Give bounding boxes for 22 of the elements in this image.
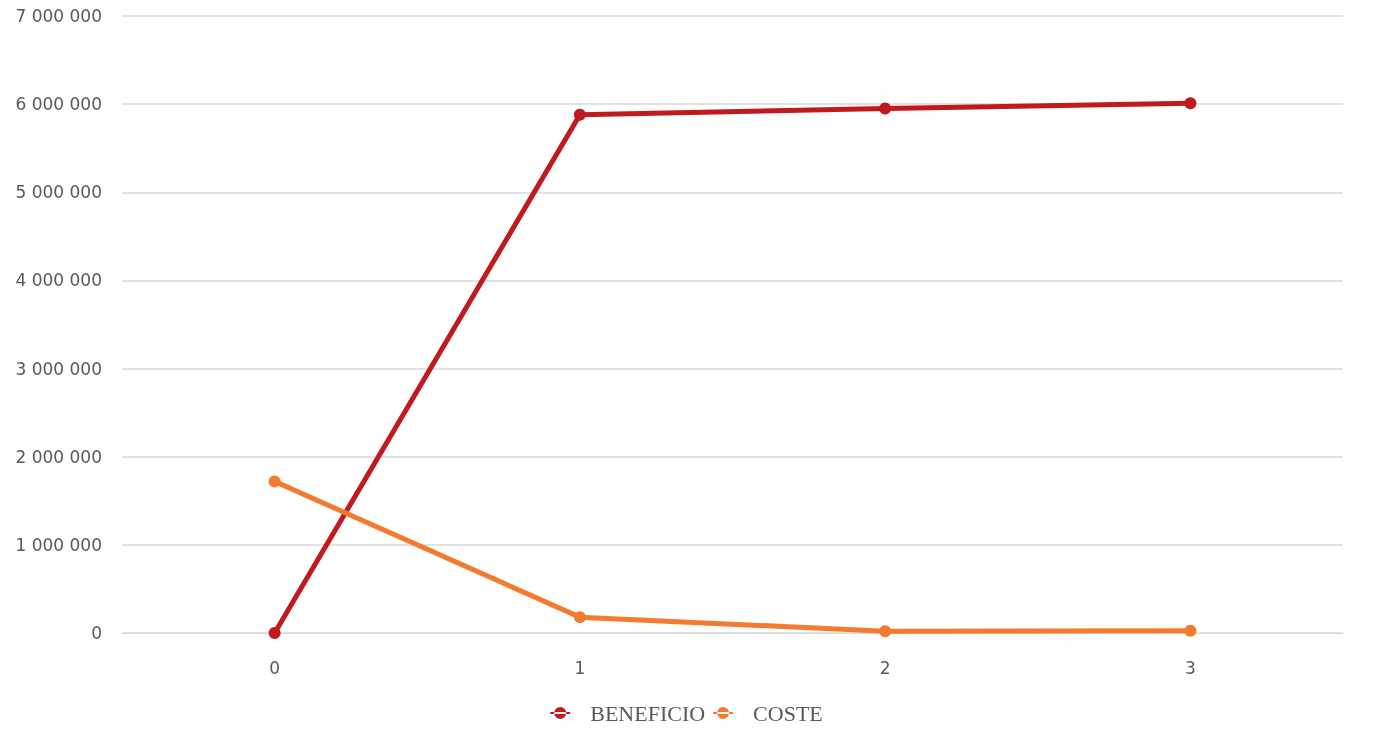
y-tick-label: 4 000 000 — [15, 270, 102, 291]
point — [573, 611, 586, 624]
y-tick-label: 5 000 000 — [15, 182, 102, 203]
y-tick-label: 7 000 000 — [15, 6, 102, 26]
point — [268, 627, 281, 639]
legend-label: COSTE — [753, 700, 823, 726]
y-tick-label: 3 000 000 — [15, 358, 102, 379]
point — [1184, 624, 1197, 637]
x-tick-label: 0 — [269, 657, 281, 678]
y-tick-label: 2 000 000 — [15, 446, 102, 467]
y-tick-label: 1 000 000 — [15, 534, 102, 555]
x-tick-label: 3 — [1184, 657, 1196, 678]
x-tick-label: 1 — [574, 657, 586, 678]
point — [879, 625, 892, 638]
point — [268, 475, 281, 488]
y-tick-label: 0 — [91, 623, 102, 643]
point — [573, 108, 586, 121]
legend-label: BENEFICIO — [590, 700, 706, 726]
y-tick-label: 6 000 000 — [15, 94, 102, 115]
point — [879, 102, 892, 115]
x-tick-label: 2 — [879, 657, 891, 678]
point — [1184, 97, 1197, 110]
